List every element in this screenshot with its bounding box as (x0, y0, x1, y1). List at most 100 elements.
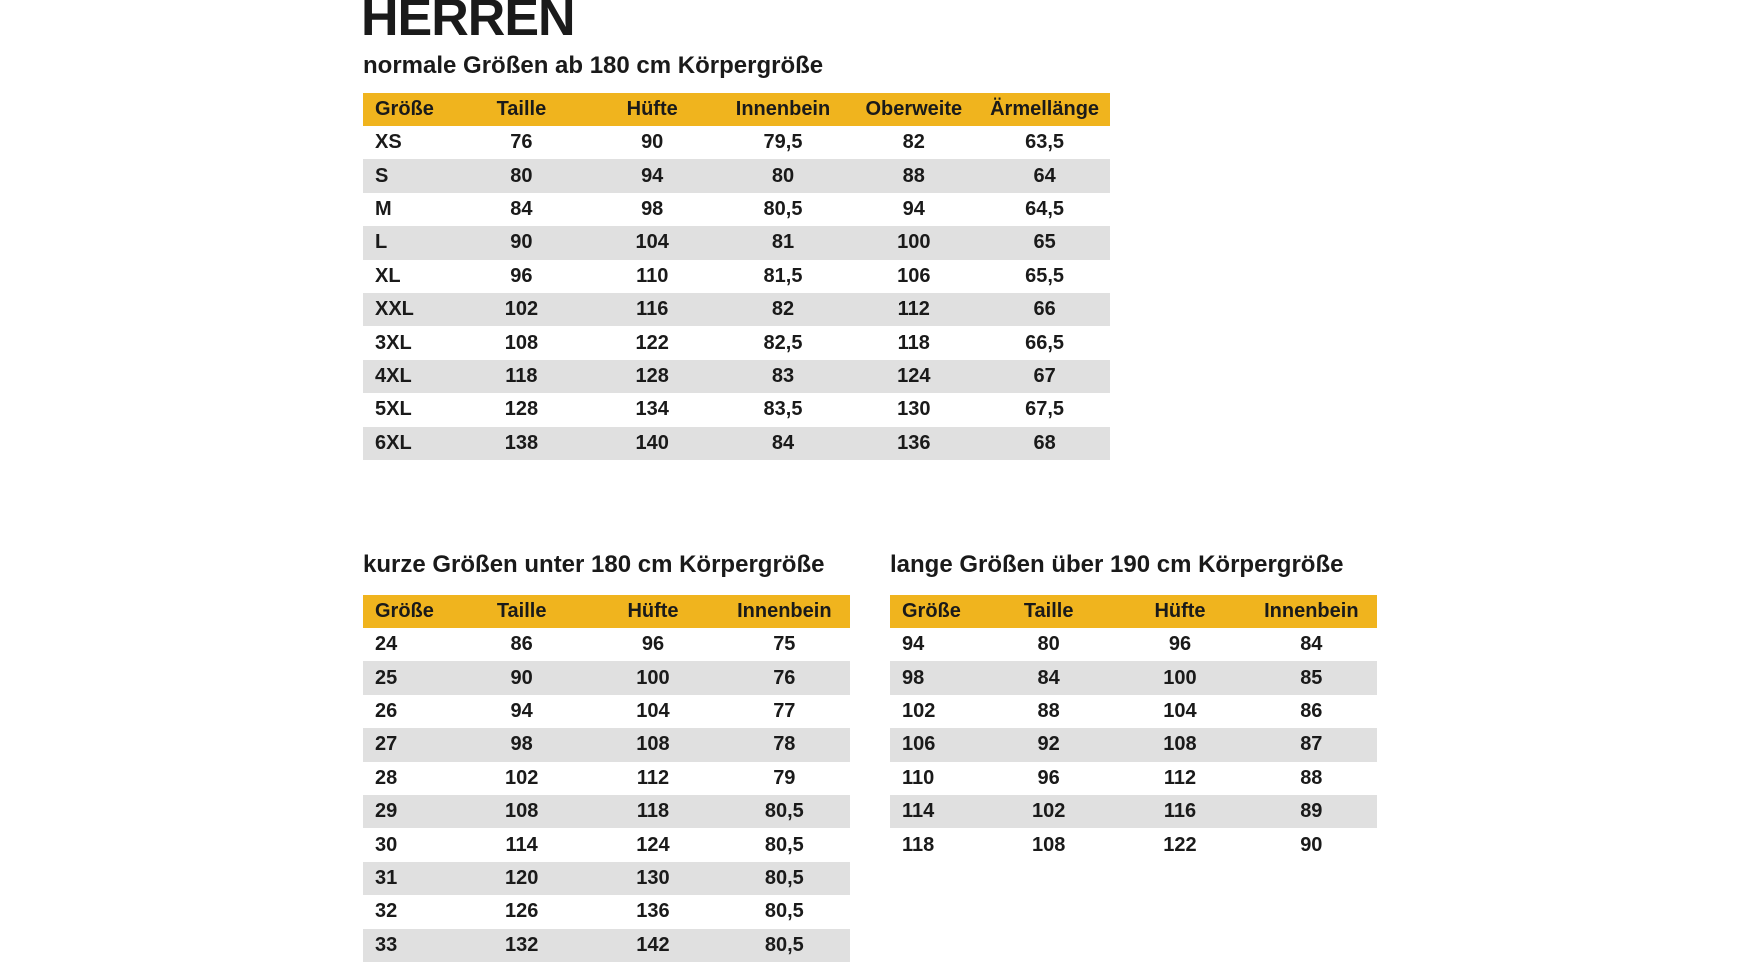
measurement-cell: 114 (505, 833, 538, 856)
measurement-cell: 88 (1300, 766, 1323, 789)
measurement-cell: 83,5 (763, 398, 803, 421)
table-row: XL 96 110 81,5 106 65,5 (363, 259, 1110, 293)
long-sizes-table: Größe Taille Hüfte Innenbein 94 80 96 84 98 84 100… (890, 595, 1377, 862)
measurement-cell: 102 (1031, 800, 1066, 823)
measurement-cell: 80,5 (764, 866, 804, 889)
table-row: 25 90 100 76 (363, 661, 850, 695)
size-cell: 4XL (375, 364, 412, 387)
measurement-cell: 104 (636, 699, 670, 722)
table-row: XXL 102 116 82 112 66 (363, 292, 1110, 327)
measurement-cell: 100 (897, 231, 931, 254)
size-cell: XS (375, 131, 402, 154)
measurement-cell: 128 (635, 364, 669, 387)
measurement-cell: 108 (504, 331, 539, 354)
measurement-cell: 80 (510, 164, 533, 187)
measurement-cell: 90 (641, 131, 664, 154)
table-row: L 90 104 81 100 65 (363, 226, 1110, 260)
size-cell: 25 (375, 666, 398, 689)
measurement-cell: 122 (635, 331, 669, 354)
measurement-cell: 136 (897, 431, 931, 454)
size-cell: XXL (375, 298, 414, 321)
measurement-cell: 80,5 (764, 833, 804, 856)
measurement-cell: 118 (636, 800, 670, 823)
measurement-cell: 96 (641, 633, 665, 656)
short-sizes-subtitle: kurze Größen unter 180 cm Körpergröße (363, 551, 825, 578)
measurement-cell: 134 (635, 398, 669, 421)
measurement-cell: 77 (773, 699, 796, 722)
size-cell: 5XL (375, 398, 412, 421)
measurement-cell: 98 (510, 733, 533, 756)
table-row: 33 132 142 80,5 (363, 928, 850, 962)
short-sizes-table: Größe Taille Hüfte Innenbein 24 86 96 75 25 90 100… (363, 595, 850, 962)
measurement-cell: 76 (510, 131, 533, 154)
measurement-cell: 80 (1037, 633, 1060, 656)
measurement-cell: 84 (771, 431, 795, 454)
table-row: XS 76 90 79,5 82 63,5 (363, 126, 1110, 160)
measurement-cell: 82,5 (763, 331, 803, 354)
measurement-cell: 92 (1037, 733, 1060, 756)
measurement-cell: 100 (636, 666, 670, 689)
column-header: Oberweite (865, 98, 963, 120)
size-cell: 110 (902, 766, 935, 789)
measurement-cell: 112 (1163, 766, 1197, 789)
table-row: 98 84 100 85 (890, 661, 1377, 695)
measurement-cell: 80,5 (764, 900, 804, 923)
measurement-cell: 108 (504, 800, 539, 823)
measurement-cell: 130 (897, 398, 931, 421)
measurement-cell: 102 (504, 298, 539, 321)
measurement-cell: 87 (1300, 733, 1323, 756)
size-cell: 6XL (375, 431, 412, 454)
measurement-cell: 64 (1033, 164, 1056, 187)
size-cell: S (375, 164, 389, 187)
table-header-row: Größe Taille Hüfte Innenbein Oberweite Ärmell… (363, 93, 1110, 126)
table-row: 6XL 138 140 84 136 68 (363, 426, 1110, 460)
column-header: Taille (496, 600, 547, 622)
measurement-cell: 138 (504, 431, 539, 454)
measurement-cell: 96 (1168, 633, 1192, 656)
table-row: 118 108 122 90 (890, 828, 1377, 862)
table-row: 29 108 118 80,5 (363, 794, 850, 829)
measurement-cell: 84 (510, 197, 533, 220)
measurement-cell: 84 (1300, 633, 1323, 656)
table-row: M 84 98 80,5 94 64,5 (363, 192, 1110, 227)
measurement-cell: 94 (510, 699, 533, 722)
measurement-cell: 65,5 (1025, 264, 1065, 287)
measurement-cell: 142 (636, 933, 670, 956)
measurement-cell: 128 (504, 398, 539, 421)
measurement-cell: 140 (635, 431, 669, 454)
measurement-cell: 108 (636, 733, 670, 756)
measurement-cell: 104 (1163, 699, 1197, 722)
column-header: Größe (375, 600, 434, 622)
column-header: Größe (902, 600, 961, 622)
measurement-cell: 88 (1037, 699, 1060, 722)
measurement-cell: 81,5 (763, 264, 803, 287)
column-header: Innenbein (735, 98, 831, 120)
size-cell: XL (375, 264, 401, 287)
measurement-cell: 132 (504, 933, 539, 956)
size-cell: 29 (375, 800, 398, 823)
measurement-cell: 79,5 (763, 131, 803, 154)
measurement-cell: 130 (636, 866, 670, 889)
measurement-cell: 79 (773, 766, 796, 789)
measurement-cell: 66 (1033, 298, 1056, 321)
measurement-cell: 78 (773, 733, 796, 756)
table-header-row: Größe Taille Hüfte Innenbein (890, 595, 1377, 628)
measurement-cell: 116 (1163, 800, 1197, 823)
measurement-cell: 124 (897, 364, 931, 387)
measurement-cell: 66,5 (1025, 331, 1065, 354)
table-row: 3XL 108 122 82,5 118 66,5 (363, 326, 1110, 360)
measurement-cell: 112 (897, 298, 930, 321)
table-row: 24 86 96 75 (363, 628, 850, 662)
measurement-cell: 75 (773, 633, 796, 656)
table-row: 4XL 118 128 83 124 67 (363, 359, 1110, 394)
size-cell: 118 (902, 833, 935, 856)
measurement-cell: 65 (1033, 231, 1056, 254)
measurement-cell: 102 (504, 766, 539, 789)
size-cell: 98 (902, 666, 925, 689)
size-cell: 114 (902, 800, 935, 823)
column-header: Taille (496, 98, 547, 120)
size-cell: 33 (375, 933, 398, 956)
table-row: 32 126 136 80,5 (363, 895, 850, 929)
measurement-cell: 108 (1163, 733, 1197, 756)
